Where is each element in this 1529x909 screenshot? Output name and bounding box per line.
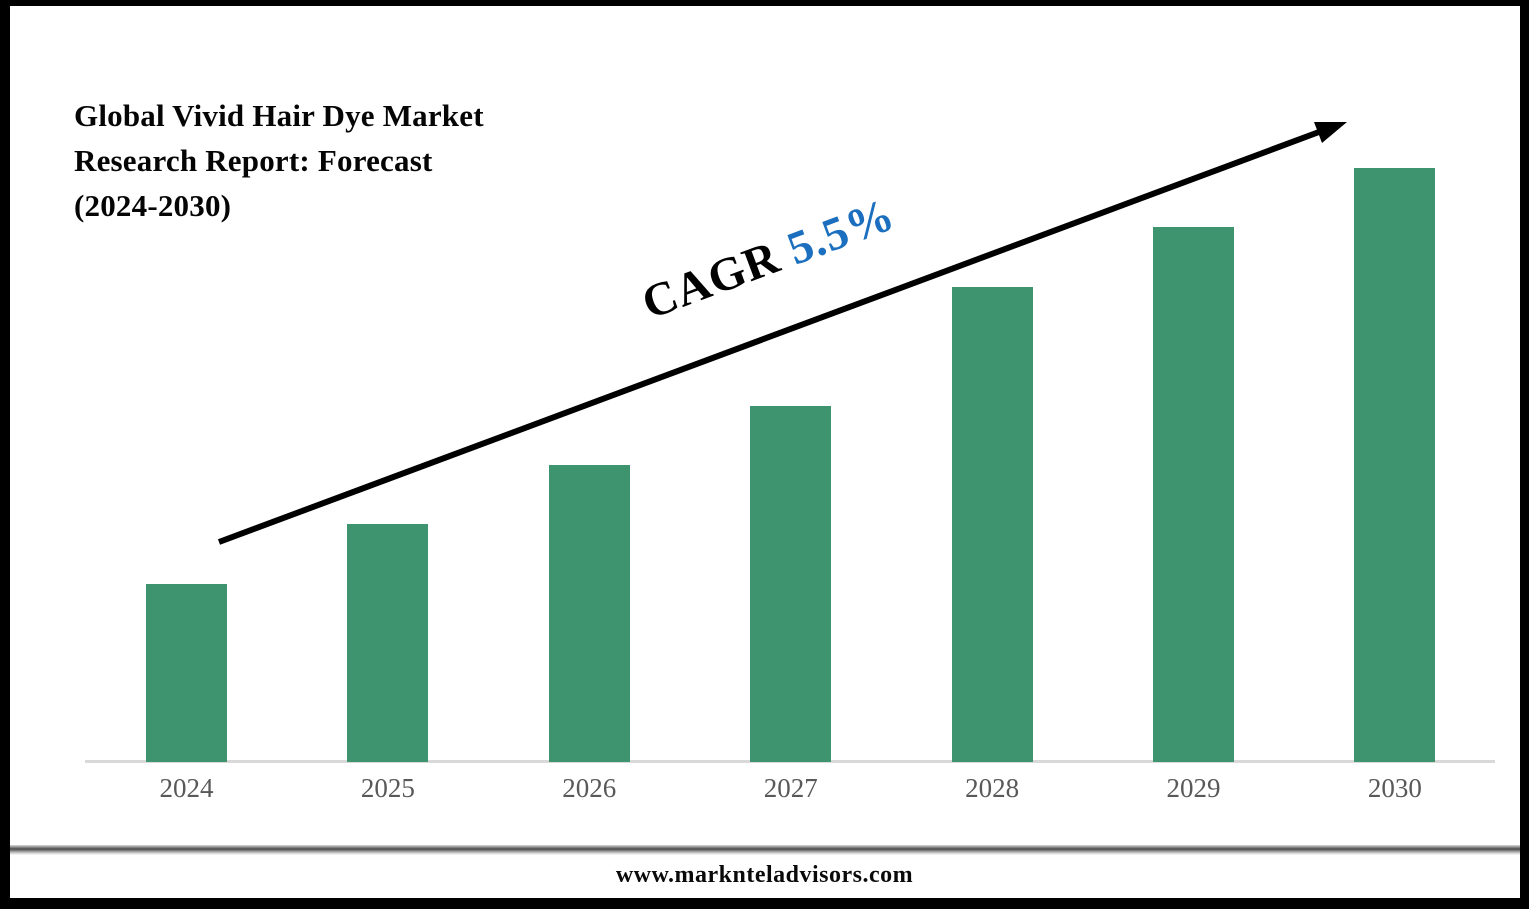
bar-2030: [1354, 168, 1436, 762]
x-tick-label-2026: 2026: [562, 773, 617, 803]
x-tick-label-2025: 2025: [360, 773, 415, 803]
frame-border-top: [0, 0, 1529, 6]
x-tick-label-2027: 2027: [763, 773, 818, 803]
bar-2029: [1153, 227, 1234, 762]
bar-2027: [750, 405, 832, 762]
frame-border-bottom: [0, 898, 1529, 909]
x-tick-label-2024: 2024: [159, 773, 214, 803]
x-tick-label-2029: 2029: [1166, 773, 1221, 803]
footer-divider: [10, 845, 1520, 855]
bar-2024: [146, 583, 227, 762]
x-tick-label-2030: 2030: [1367, 773, 1422, 803]
frame-border-left: [0, 0, 10, 909]
bar-2025: [347, 524, 429, 762]
frame-border-right: [1520, 0, 1529, 909]
bar-2028: [951, 286, 1033, 762]
x-tick-label-2028: 2028: [965, 773, 1020, 803]
bar-2026: [548, 465, 630, 762]
chart-title-line-1: Global Vivid Hair Dye Market: [74, 98, 484, 133]
chart-title-line-3: (2024-2030): [74, 188, 232, 223]
footer-url: www.marknteladvisors.com: [615, 862, 914, 888]
